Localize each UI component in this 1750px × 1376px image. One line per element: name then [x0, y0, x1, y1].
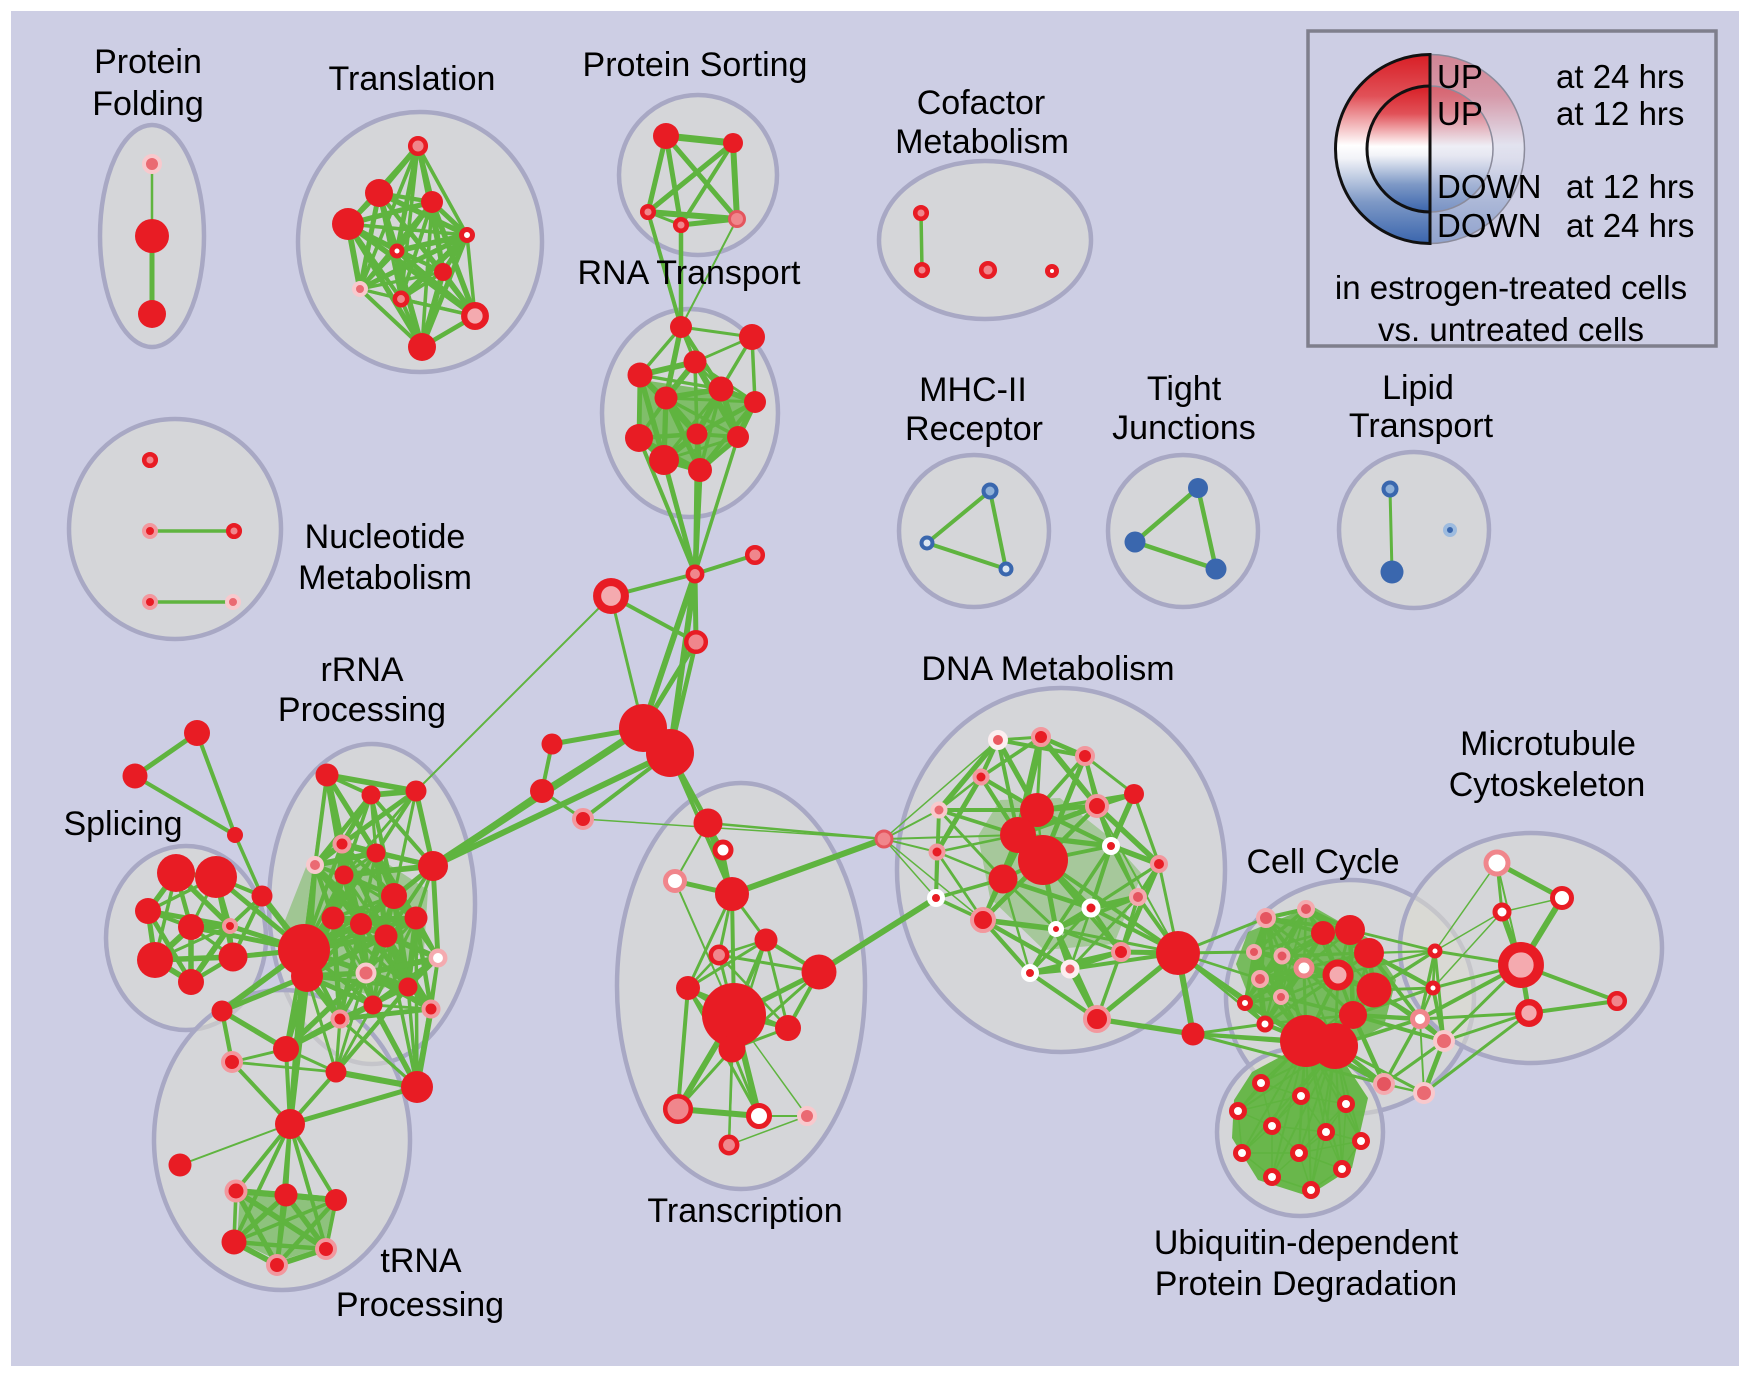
svg-text:Lipid: Lipid: [1382, 369, 1454, 407]
svg-text:Protein Sorting: Protein Sorting: [583, 46, 808, 84]
svg-text:Junctions: Junctions: [1112, 409, 1256, 447]
svg-text:Protein: Protein: [94, 43, 202, 81]
svg-text:vs. untreated cells: vs. untreated cells: [1378, 311, 1644, 348]
svg-text:Transcription: Transcription: [647, 1192, 842, 1230]
svg-text:Microtubule: Microtubule: [1460, 725, 1636, 763]
svg-text:Nucleotide: Nucleotide: [305, 518, 466, 556]
svg-text:Receptor: Receptor: [905, 410, 1043, 448]
svg-text:at 24 hrs: at 24 hrs: [1556, 58, 1684, 95]
svg-text:RNA Transport: RNA Transport: [578, 254, 802, 292]
svg-text:Transport: Transport: [1349, 407, 1494, 445]
svg-text:Protein Degradation: Protein Degradation: [1155, 1265, 1457, 1303]
svg-text:at 12 hrs: at 12 hrs: [1556, 95, 1684, 132]
svg-text:Cytoskeleton: Cytoskeleton: [1449, 766, 1646, 804]
svg-text:rRNA: rRNA: [320, 651, 403, 689]
svg-text:Tight: Tight: [1147, 370, 1222, 408]
svg-text:Cell Cycle: Cell Cycle: [1246, 843, 1399, 881]
svg-text:Ubiquitin-dependent: Ubiquitin-dependent: [1154, 1224, 1459, 1262]
svg-text:UP: UP: [1437, 95, 1483, 132]
svg-text:UP: UP: [1437, 58, 1483, 95]
svg-text:tRNA: tRNA: [380, 1242, 462, 1280]
svg-text:Folding: Folding: [92, 85, 204, 123]
svg-text:DOWN: DOWN: [1437, 207, 1541, 244]
svg-text:DNA Metabolism: DNA Metabolism: [921, 650, 1174, 688]
svg-text:Processing: Processing: [278, 691, 446, 729]
svg-text:Metabolism: Metabolism: [895, 123, 1069, 161]
svg-text:in estrogen-treated cells: in estrogen-treated cells: [1335, 269, 1687, 306]
svg-text:at 12 hrs: at 12 hrs: [1566, 168, 1694, 205]
svg-text:MHC-II: MHC-II: [919, 371, 1027, 409]
svg-text:DOWN: DOWN: [1437, 168, 1541, 205]
svg-text:Cofactor: Cofactor: [917, 84, 1046, 122]
svg-text:Metabolism: Metabolism: [298, 559, 472, 597]
svg-text:at 24 hrs: at 24 hrs: [1566, 207, 1694, 244]
svg-text:Splicing: Splicing: [63, 805, 182, 843]
svg-text:Processing: Processing: [336, 1286, 504, 1324]
svg-text:Translation: Translation: [329, 60, 496, 98]
